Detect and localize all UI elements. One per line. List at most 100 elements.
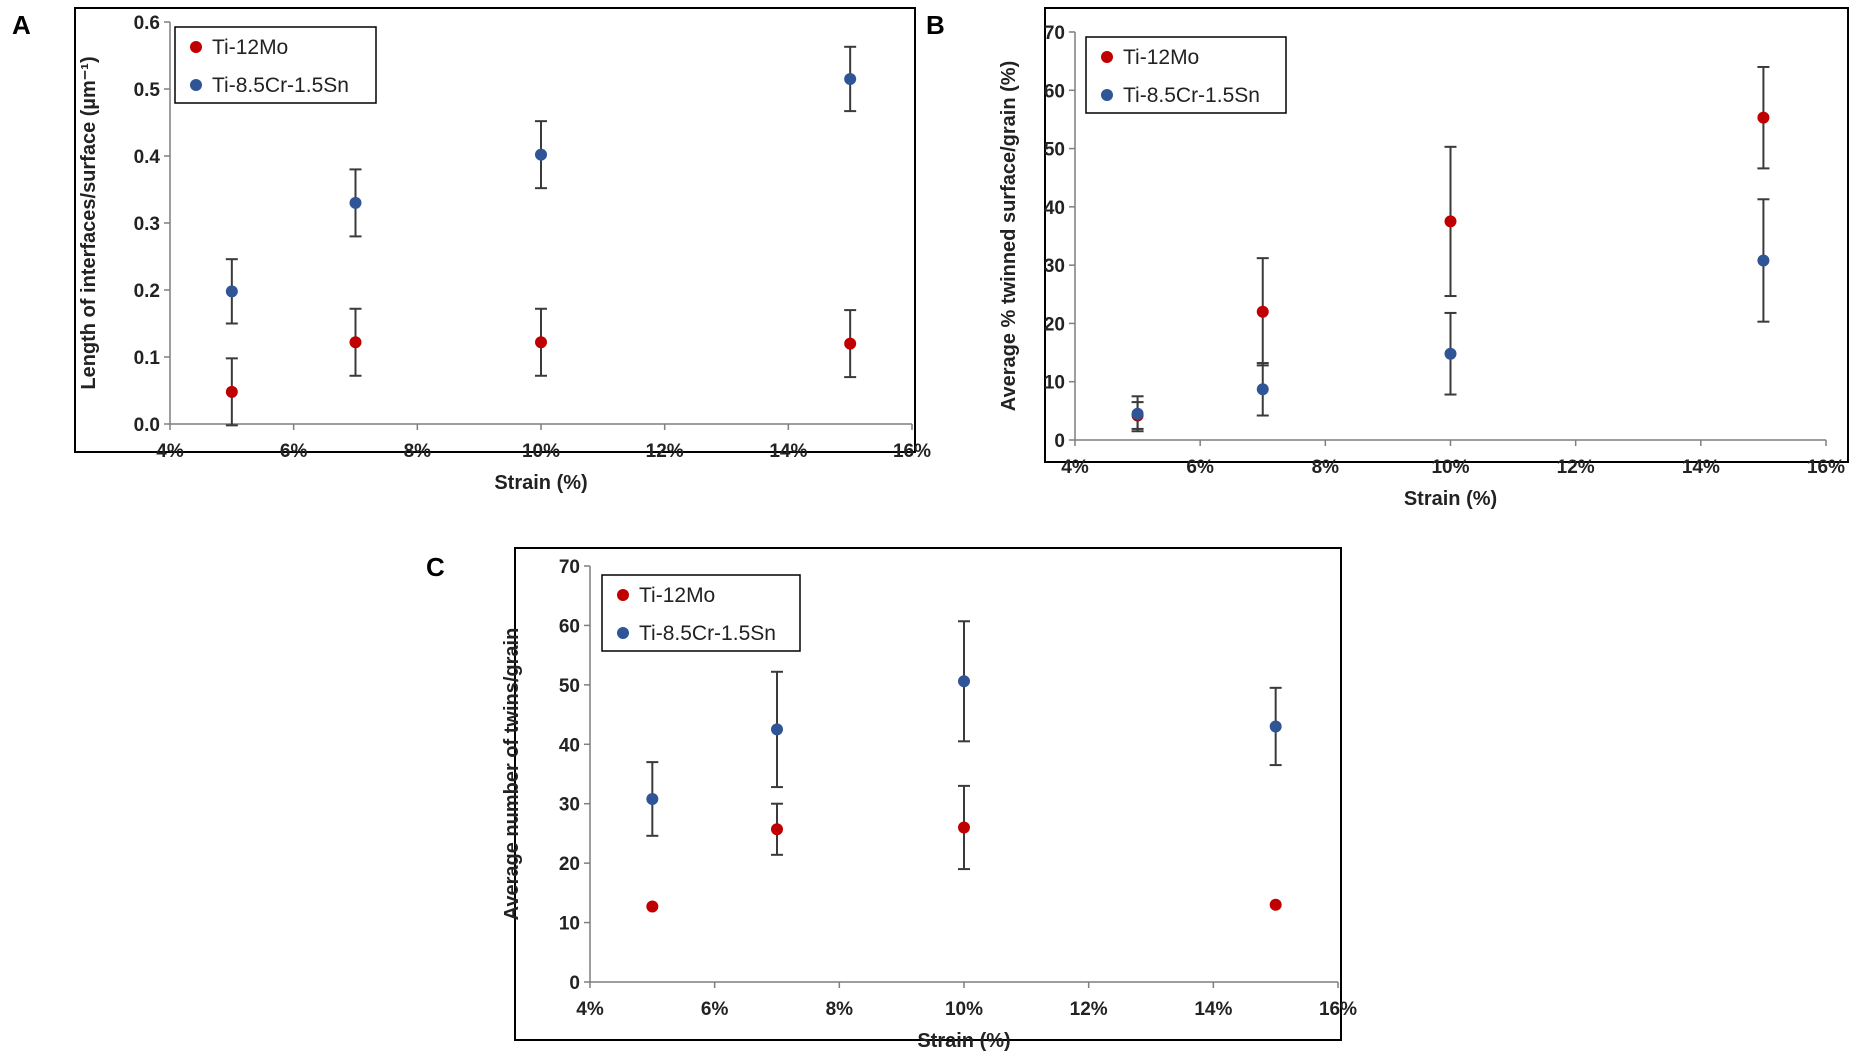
y-tick-label: 20 <box>1044 314 1065 335</box>
legend-marker <box>1101 51 1113 63</box>
y-tick-label: 0 <box>1054 431 1065 452</box>
x-tick-label: 4% <box>576 999 604 1020</box>
x-tick-label: 4% <box>156 441 184 462</box>
x-tick-label: 8% <box>1312 457 1340 478</box>
chart-frame <box>1044 7 1849 463</box>
y-tick-label: 0.3 <box>134 214 160 235</box>
x-tick-label: 16% <box>893 441 931 462</box>
legend: Ti-12Mo Ti-8.5Cr-1.5Sn <box>174 26 377 104</box>
y-axis-title: Average number of twins/grain <box>501 628 523 921</box>
y-tick-label: 50 <box>1044 140 1065 161</box>
data-point <box>958 821 970 834</box>
y-tick-label: 0 <box>569 973 580 994</box>
legend-label: Ti-12Mo <box>1123 46 1199 69</box>
data-point <box>1256 305 1269 318</box>
x-axis-title: Strain (%) <box>1404 488 1497 510</box>
x-axis-title: Strain (%) <box>494 472 587 494</box>
x-tick-label: 14% <box>1194 999 1232 1020</box>
data-point <box>958 675 970 688</box>
x-tick-label: 10% <box>522 441 560 462</box>
y-tick-label: 50 <box>559 676 580 697</box>
series-ti-12mo <box>646 784 1282 913</box>
data-point <box>1757 254 1770 267</box>
panel-label: A <box>12 10 31 40</box>
data-point <box>225 385 238 398</box>
x-tick-label: 8% <box>404 441 432 462</box>
x-tick-label: 12% <box>1070 999 1108 1020</box>
data-point <box>844 337 857 350</box>
data-point <box>225 285 238 298</box>
legend-marker <box>617 589 629 601</box>
data-point <box>1444 347 1457 360</box>
chart-panel-c: C 0 10 20 30 40 50 60 70 4% 6% 8% 10% 12% 14% 16% Strain… <box>426 547 1357 1052</box>
y-axis-title: Average % twinned surface/grain (%) <box>998 61 1020 411</box>
x-tick-label: 10% <box>945 999 983 1020</box>
legend-box <box>174 26 377 104</box>
data-point <box>1757 111 1770 124</box>
legend: Ti-12Mo Ti-8.5Cr-1.5Sn <box>601 574 801 652</box>
legend-label: Ti-12Mo <box>212 36 288 59</box>
y-tick-label: 70 <box>559 557 580 578</box>
y-tick-label: 40 <box>1044 198 1065 219</box>
x-tick-label: 14% <box>769 441 807 462</box>
legend-label: Ti-8.5Cr-1.5Sn <box>212 74 349 97</box>
chart-panel-a: A 0.0 0.1 0.2 0.3 0.4 0.5 0.6 4% 6% 8% 10% 12% 14% 16%… <box>12 7 931 494</box>
data-point <box>1444 215 1457 228</box>
y-tick-label: 0.0 <box>134 415 160 436</box>
y-tick-label: 30 <box>1044 256 1065 277</box>
x-axis-title: Strain (%) <box>917 1030 1010 1052</box>
legend-label: Ti-8.5Cr-1.5Sn <box>639 622 776 645</box>
chart-frame <box>74 7 916 453</box>
y-axis-title: Length of interfaces/surface (µm⁻¹) <box>78 56 100 389</box>
legend-box <box>601 574 801 652</box>
x-tick-label: 14% <box>1682 457 1720 478</box>
series-ti-8-5cr-1-5sn <box>1131 198 1770 433</box>
legend-marker <box>1101 89 1113 101</box>
x-tick-label: 6% <box>1186 457 1214 478</box>
x-tick-label: 16% <box>1807 457 1845 478</box>
series-ti-12mo <box>225 307 857 427</box>
legend-label: Ti-12Mo <box>639 584 715 607</box>
legend: Ti-12Mo Ti-8.5Cr-1.5Sn <box>1085 36 1287 114</box>
data-point <box>349 336 362 349</box>
y-tick-label: 60 <box>559 616 580 637</box>
series-ti-8-5cr-1-5sn <box>225 45 857 325</box>
legend-box <box>1085 36 1287 114</box>
y-tick-label: 0.5 <box>134 80 161 101</box>
x-tick-label: 6% <box>280 441 308 462</box>
data-point <box>771 723 783 736</box>
y-tick-label: 0.4 <box>134 147 161 168</box>
chart-panel-b: B 0 10 20 30 40 50 60 70 4% 6% 8% 10% 12% 14% 16% Strain… <box>926 7 1849 510</box>
y-tick-label: 0.1 <box>134 348 161 369</box>
data-point <box>535 336 547 349</box>
legend-marker <box>617 627 629 639</box>
y-tick-label: 40 <box>559 735 580 756</box>
data-point <box>1256 383 1269 396</box>
y-tick-label: 10 <box>1044 373 1065 394</box>
legend-label: Ti-8.5Cr-1.5Sn <box>1123 84 1260 107</box>
x-tick-label: 16% <box>1319 999 1357 1020</box>
data-point <box>1131 407 1144 420</box>
y-tick-label: 10 <box>559 914 580 935</box>
data-point <box>646 900 659 913</box>
data-point <box>1269 720 1282 733</box>
x-tick-label: 10% <box>1431 457 1469 478</box>
y-tick-label: 20 <box>559 854 580 875</box>
panel-label: C <box>426 552 445 582</box>
y-tick-label: 30 <box>559 795 580 816</box>
x-tick-label: 12% <box>1557 457 1595 478</box>
panel-label: B <box>926 10 945 40</box>
chart-frame <box>514 547 1342 1041</box>
y-tick-label: 0.2 <box>134 281 160 302</box>
y-tick-label: 70 <box>1044 23 1065 44</box>
x-tick-label: 12% <box>646 441 684 462</box>
y-tick-label: 0.6 <box>134 13 160 34</box>
legend-marker <box>190 41 202 53</box>
data-point <box>771 823 783 836</box>
data-point <box>535 148 547 161</box>
legend-marker <box>190 79 202 91</box>
y-tick-label: 60 <box>1044 81 1065 102</box>
data-point <box>1269 898 1282 911</box>
data-point <box>646 792 659 805</box>
x-tick-label: 6% <box>701 999 729 1020</box>
